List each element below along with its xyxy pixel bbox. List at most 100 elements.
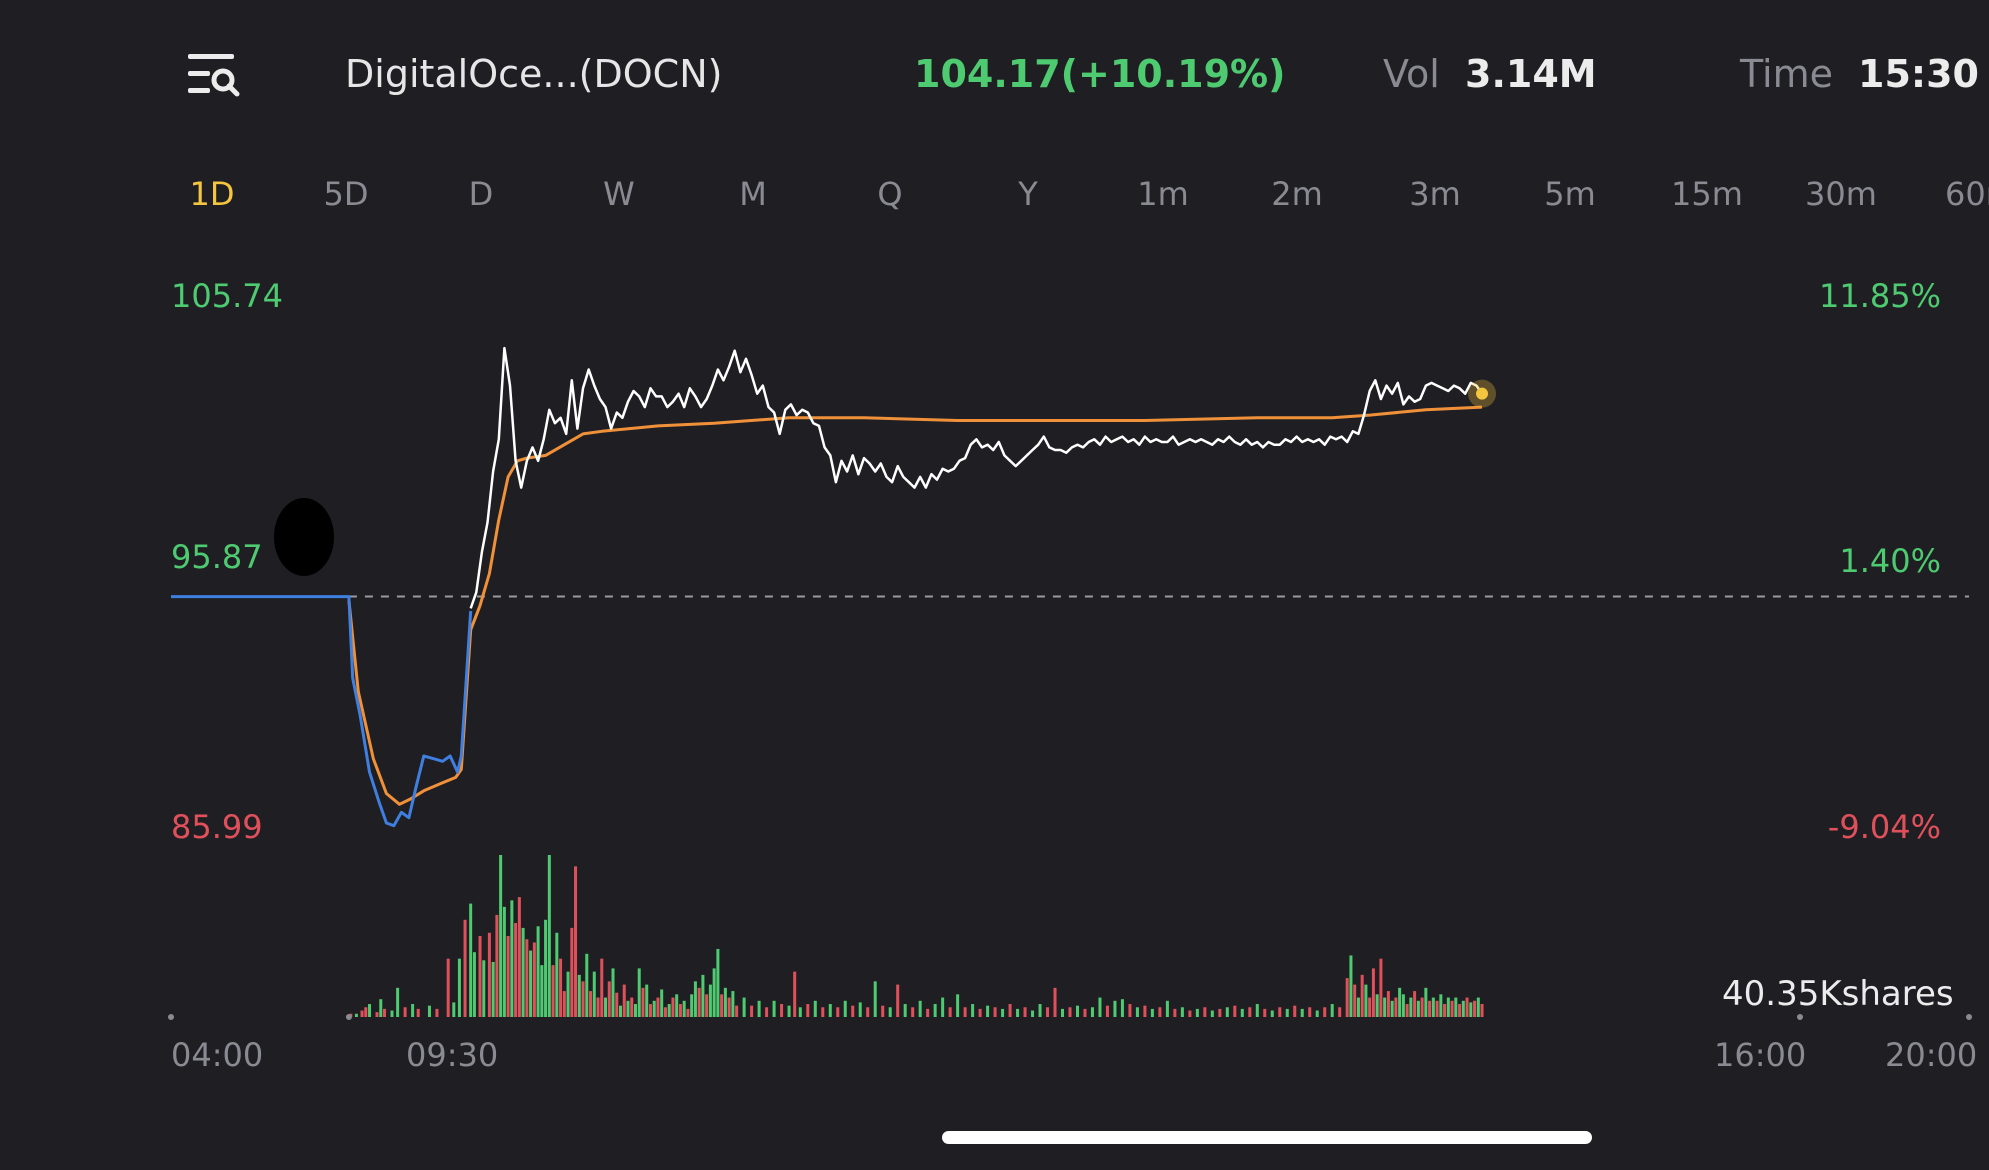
- tab-60m[interactable]: 60m: [1945, 175, 1989, 213]
- chart-header: DigitalOce...(DOCN) 104.17(+10.19%) Vol …: [0, 0, 1989, 155]
- volume-bar: [472, 952, 476, 1017]
- volume-bar: [1469, 1002, 1473, 1017]
- volume-bar: [843, 1000, 847, 1017]
- volume-bar: [540, 965, 544, 1017]
- volume-bar: [1375, 994, 1379, 1017]
- volume-bar: [499, 855, 503, 1017]
- tab-2m[interactable]: 2m: [1271, 175, 1323, 213]
- time-label: Time: [1740, 52, 1833, 96]
- volume-bar: [720, 994, 724, 1017]
- volume-bar: [693, 981, 697, 1017]
- volume-bar: [469, 903, 473, 1017]
- tab-30m[interactable]: 30m: [1805, 175, 1877, 213]
- volume-bar: [978, 1008, 982, 1017]
- volume-bar: [1270, 1010, 1274, 1017]
- volume-bar: [787, 1005, 791, 1017]
- x-dot-1600: [1797, 1014, 1803, 1020]
- volume-bar: [585, 953, 589, 1017]
- tab-1m[interactable]: 1m: [1137, 175, 1189, 213]
- volume-bar: [1278, 1007, 1282, 1017]
- volume-bar: [1165, 1000, 1169, 1017]
- x-tick-2000: 20:00: [1885, 1036, 1978, 1074]
- volume-bar: [1240, 1008, 1244, 1017]
- tab-d[interactable]: D: [468, 175, 494, 213]
- volume-bar: [911, 1007, 915, 1017]
- volume-bar: [457, 958, 461, 1017]
- last-point-marker: [1476, 387, 1489, 400]
- volume-bar: [566, 971, 570, 1017]
- volume-bar: [1075, 1005, 1079, 1017]
- volume-bar: [1330, 1004, 1334, 1017]
- volume-bar: [836, 1007, 840, 1017]
- tab-q[interactable]: Q: [877, 175, 903, 213]
- x-dot-0930: [345, 1014, 352, 1020]
- volume-bar: [1364, 984, 1368, 1017]
- tab-w[interactable]: W: [603, 175, 635, 213]
- volume-bar: [1225, 1007, 1229, 1017]
- volume-bar: [1105, 1005, 1109, 1017]
- volume-bar: [933, 1004, 937, 1017]
- volume-bar: [615, 992, 619, 1017]
- volume-bar: [368, 1004, 372, 1017]
- volume-bar: [491, 961, 495, 1017]
- volume-bar: [750, 1005, 754, 1017]
- volume-bar: [675, 994, 679, 1017]
- volume-bar: [1135, 1007, 1139, 1017]
- volume-bar: [1308, 1007, 1312, 1017]
- volume-bar: [701, 974, 705, 1017]
- volume-bar: [851, 1005, 855, 1017]
- volume-bar: [1390, 1000, 1394, 1017]
- tab-1d[interactable]: 1D: [189, 175, 235, 213]
- volume-bar: [1398, 987, 1402, 1017]
- volume-bar: [723, 987, 727, 1017]
- volume-bar: [1300, 1008, 1304, 1017]
- stock-title[interactable]: DigitalOce...(DOCN): [345, 52, 723, 96]
- volume-bar: [697, 987, 701, 1017]
- volume-bar: [705, 994, 709, 1017]
- tab-15m[interactable]: 15m: [1671, 175, 1743, 213]
- volume-bar: [577, 974, 581, 1017]
- volume-bar: [427, 1005, 431, 1017]
- y-left-tick-bottom: 85.99: [171, 808, 263, 846]
- volume-bar: [731, 991, 735, 1017]
- tab-3m[interactable]: 3m: [1409, 175, 1461, 213]
- volume-bar: [1046, 1007, 1050, 1017]
- volume-bar: [1233, 1005, 1237, 1017]
- volume-bar: [435, 1008, 439, 1017]
- tab-m[interactable]: M: [739, 175, 767, 213]
- x-tick-0400: 04:00: [171, 1036, 264, 1074]
- volume-bar: [793, 971, 797, 1017]
- volume-bar: [1386, 991, 1390, 1017]
- volume-bar: [1379, 958, 1383, 1017]
- volume-bar: [1173, 1008, 1177, 1017]
- volume-bar: [1461, 1000, 1465, 1017]
- tab-y[interactable]: Y: [1018, 175, 1038, 213]
- volume-bar: [452, 1002, 456, 1017]
- y-right-tick-mid: 1.40%: [1839, 542, 1941, 580]
- home-indicator[interactable]: [942, 1131, 1592, 1144]
- volume-bar: [592, 971, 596, 1017]
- volume-bar: [1428, 1000, 1432, 1017]
- volume-bar: [1424, 987, 1428, 1017]
- volume-bar: [881, 1005, 885, 1017]
- volume-bar: [986, 1005, 990, 1017]
- volume-bar: [821, 1007, 825, 1017]
- tab-5d[interactable]: 5D: [323, 175, 369, 213]
- volume-bar: [858, 1002, 862, 1017]
- volume-bar: [690, 994, 694, 1017]
- volume-bar: [1263, 1008, 1267, 1017]
- volume-bar: [1143, 1005, 1147, 1017]
- volume-bar: [813, 1000, 817, 1017]
- volume-bar: [495, 914, 499, 1017]
- volume-bar: [1446, 997, 1450, 1017]
- volume-bar: [660, 989, 664, 1017]
- volume-bar: [1068, 1007, 1072, 1017]
- volume-bar: [993, 1007, 997, 1017]
- menu-search-icon[interactable]: [188, 52, 240, 100]
- volume-bar: [1315, 1010, 1319, 1017]
- tab-5m[interactable]: 5m: [1544, 175, 1596, 213]
- volume-bar: [1360, 974, 1364, 1017]
- volume-bar: [1338, 1007, 1342, 1017]
- volume-bar: [555, 932, 559, 1017]
